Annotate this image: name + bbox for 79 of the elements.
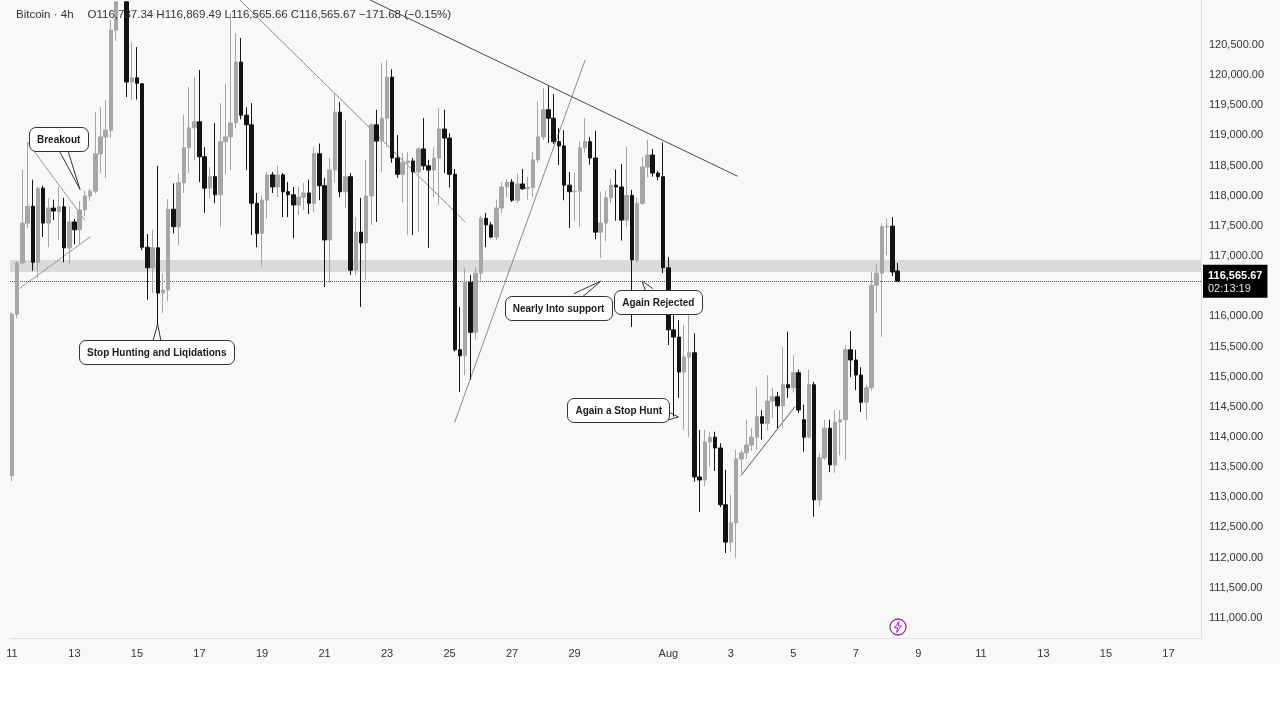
candlestick <box>156 165 160 325</box>
candlestick <box>171 182 176 234</box>
y-tick-label: 114,500.00 <box>1209 399 1264 412</box>
y-tick-label: 119,000.00 <box>1209 128 1264 141</box>
x-tick-label: 9 <box>915 646 922 659</box>
candlestick <box>781 346 785 429</box>
x-tick-label: 23 <box>380 646 394 659</box>
y-tick-label: 116,000.00 <box>1209 309 1264 322</box>
candlestick <box>374 109 379 223</box>
candlestick <box>510 178 514 203</box>
candlestick <box>624 146 629 228</box>
y-tick-label: 120,500.00 <box>1209 38 1265 51</box>
candlestick <box>775 391 780 429</box>
annotation: Breakout <box>28 127 89 153</box>
y-tick-label: 117,000.00 <box>1209 249 1264 262</box>
y-tick-label: 118,000.00 <box>1209 188 1264 201</box>
candlestick <box>354 216 358 276</box>
candlestick <box>130 41 134 101</box>
x-tick-label: 17 <box>193 646 206 659</box>
y-tick-label: 111,000.00 <box>1209 610 1263 623</box>
candlestick <box>807 369 811 439</box>
candlestick <box>468 274 473 381</box>
x-tick-label: 7 <box>852 646 859 659</box>
candlestick <box>270 171 275 194</box>
y-tick-label: 114,000.00 <box>1209 429 1264 442</box>
candlestick <box>802 404 806 453</box>
y-tick-label: 115,000.00 <box>1209 369 1264 382</box>
candlestick <box>213 122 217 204</box>
candlestick <box>343 119 348 209</box>
x-tick-label: 27 <box>505 646 519 659</box>
candlestick <box>520 168 525 191</box>
candlestick <box>760 409 764 441</box>
x-tick-label: 13 <box>68 646 81 659</box>
x-tick-label: 11 <box>6 646 18 659</box>
candlestick <box>312 146 316 213</box>
candlestick <box>828 419 832 473</box>
y-tick-label: 113,500.00 <box>1209 460 1264 473</box>
x-tick-label: Aug <box>658 646 679 659</box>
x-tick-label: 25 <box>443 646 456 659</box>
y-tick-label: 112,500.00 <box>1209 520 1264 533</box>
candlestick <box>307 179 311 215</box>
y-tick-label: 115,500.00 <box>1209 339 1264 352</box>
y-tick-label: 112,000.00 <box>1209 550 1264 563</box>
y-tick-label: 118,500.00 <box>1209 158 1264 171</box>
x-tick-label: 3 <box>727 646 734 659</box>
candlestick <box>411 157 415 236</box>
x-tick-label: 15 <box>130 646 144 659</box>
candlestick <box>338 101 342 198</box>
annotation: Again Rejected <box>613 289 703 315</box>
candlestick <box>791 354 796 394</box>
ref-line-label: 116,565.67 02:13:19 <box>1208 268 1263 295</box>
candlestick <box>150 229 155 294</box>
candlestick <box>348 172 353 276</box>
y-tick-label: 117,500.00 <box>1209 218 1264 231</box>
annotation: Again a Stop Hunt <box>567 398 671 424</box>
annotation: Nearly Into support <box>504 295 613 321</box>
candlestick <box>275 164 280 198</box>
candlestick <box>208 166 212 199</box>
candlestick <box>416 146 421 233</box>
candlestick <box>812 381 816 518</box>
x-tick-label: 21 <box>318 646 331 659</box>
x-tick-label: 17 <box>1162 646 1175 659</box>
x-tick-label: 15 <box>1099 646 1113 659</box>
annotation: Stop Hunting and Liqidations <box>78 339 235 365</box>
candlestick <box>796 369 801 414</box>
candlestick <box>515 172 520 204</box>
candlestick <box>463 267 467 376</box>
y-tick-label: 113,000.00 <box>1209 490 1264 503</box>
x-tick-label: 19 <box>255 646 269 659</box>
y-tick-label: 119,500.00 <box>1209 98 1264 111</box>
x-tick-label: 11 <box>975 646 987 659</box>
y-tick-label: 111,500.00 <box>1209 580 1263 593</box>
x-tick-label: 5 <box>790 646 797 659</box>
text: Bitcoin · 4h <box>16 8 74 20</box>
y-tick-label: 120,000.00 <box>1209 68 1265 81</box>
x-tick-label: 29 <box>568 646 581 659</box>
x-tick-label: 13 <box>1037 646 1050 659</box>
candlestick <box>786 331 790 399</box>
candlestick <box>359 197 363 308</box>
